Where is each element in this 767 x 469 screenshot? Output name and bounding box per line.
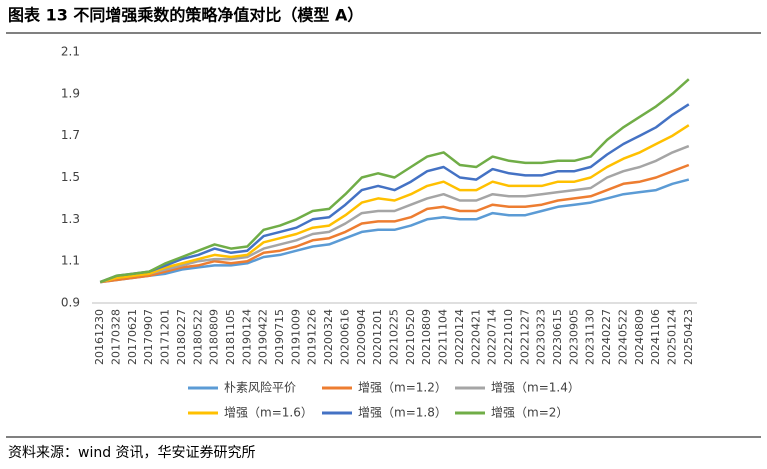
- y-tick-label: 2.1: [61, 45, 80, 59]
- x-tick-label: 20191226: [306, 309, 319, 365]
- series-line: [99, 78, 690, 284]
- x-tick-label: 20200324: [322, 309, 335, 365]
- legend-label: 增强（m=1.6）: [224, 406, 313, 420]
- x-tick-label: 20161230: [93, 309, 106, 365]
- x-tick-label: 20190715: [273, 309, 286, 365]
- series-line: [100, 178, 690, 284]
- x-tick-label: 20220124: [453, 309, 466, 365]
- series-line: [100, 163, 690, 284]
- y-tick-label: 1.9: [61, 86, 80, 100]
- series-line: [99, 103, 690, 284]
- legend-label: 增强（m=1.2）: [358, 381, 447, 395]
- legend-label: 增强（m=1.4）: [491, 381, 580, 395]
- x-tick-label: 20250423: [682, 309, 695, 365]
- x-tick-label: 20210520: [404, 309, 417, 365]
- x-tick-label: 20200616: [338, 309, 351, 365]
- x-tick-label: 20201201: [371, 309, 384, 365]
- x-tick-label: 20190124: [240, 309, 253, 365]
- x-tick-label: 20210809: [420, 309, 433, 365]
- x-tick-label: 20191009: [289, 309, 302, 365]
- y-tick-label: 1.3: [61, 212, 80, 226]
- title: 图表 13 不同增强乘数的策略净值对比（模型 A）: [8, 6, 363, 25]
- y-tick-label: 0.9: [61, 296, 80, 310]
- legend-label: 朴素风险平价: [224, 380, 296, 395]
- x-tick-label: 20240227: [600, 309, 613, 365]
- x-tick-label: 20180809: [208, 309, 221, 365]
- x-tick-label: 20221010: [502, 309, 515, 365]
- x-tick-label: 20221227: [518, 309, 531, 365]
- x-tick-label: 20240809: [633, 309, 646, 365]
- x-tick-label: 20190422: [257, 309, 270, 365]
- x-tick-label: 20220714: [486, 309, 499, 365]
- x-tick-label: 20180227: [175, 309, 188, 365]
- series-line: [99, 124, 690, 284]
- source: 资料来源：wind 资讯，华安证券研究所: [8, 445, 256, 461]
- x-tick-label: 20170328: [110, 309, 123, 365]
- x-tick-label: 20171201: [159, 309, 172, 365]
- x-tick-label: 20231130: [584, 309, 597, 365]
- x-tick-label: 20200904: [355, 309, 368, 365]
- x-tick-label: 20170907: [142, 309, 155, 365]
- series-line: [99, 144, 690, 284]
- x-tick-label: 20240522: [616, 309, 629, 365]
- legend-label: 增强（m=2）: [491, 406, 568, 420]
- x-tick-label: 20241106: [649, 309, 662, 365]
- x-tick-label: 20180522: [191, 309, 204, 365]
- y-tick-label: 1.5: [61, 170, 80, 184]
- x-tick-label: 20250124: [665, 309, 678, 365]
- legend-label: 增强（m=1.8）: [358, 406, 447, 420]
- x-tick-label: 20220421: [469, 309, 482, 365]
- x-tick-label: 20230905: [567, 309, 580, 365]
- x-tick-label: 20181105: [224, 309, 237, 365]
- y-tick-label: 1.1: [61, 254, 80, 268]
- x-tick-label: 20230615: [551, 309, 564, 365]
- x-tick-label: 20211104: [437, 309, 450, 365]
- x-tick-label: 20210225: [388, 309, 401, 365]
- y-tick-label: 1.7: [61, 128, 80, 142]
- x-tick-label: 20230323: [535, 309, 548, 365]
- x-tick-label: 20170621: [126, 309, 139, 365]
